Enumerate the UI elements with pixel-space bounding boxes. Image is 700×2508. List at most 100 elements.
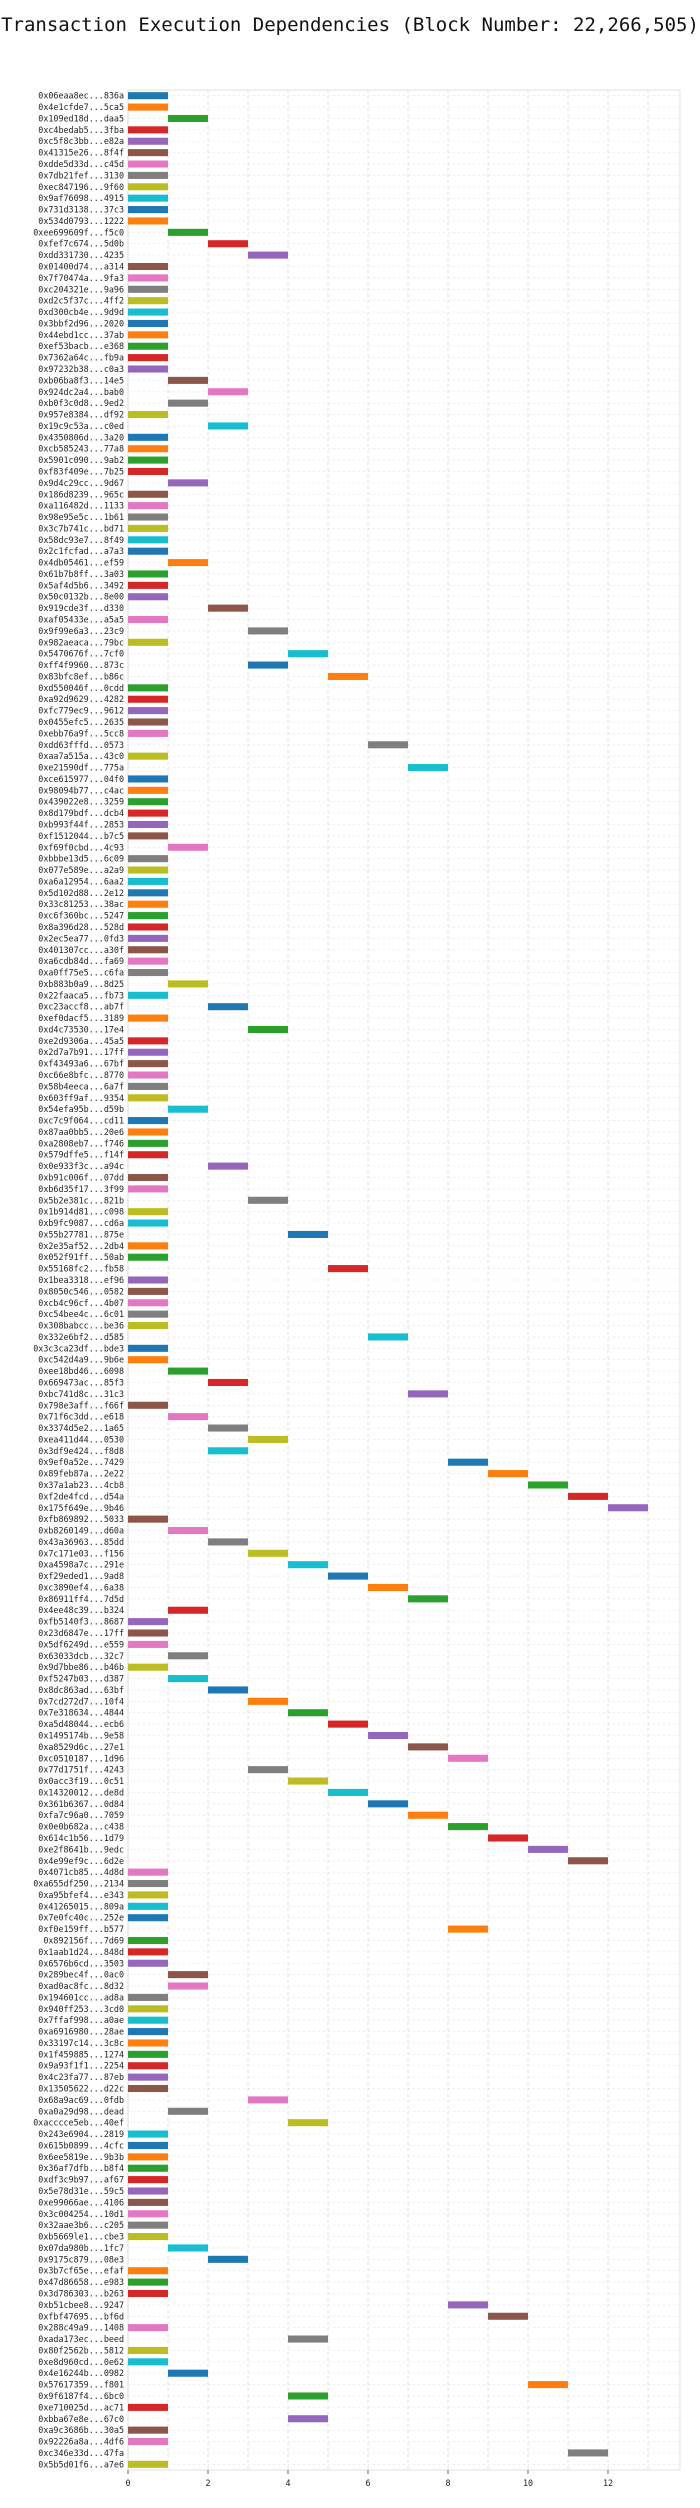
y-tick-label: 0x2ec5ea77...0fd3: [38, 933, 124, 943]
bar: [128, 217, 168, 225]
bar: [128, 160, 168, 168]
y-tick-label: 0x57617359...f801: [38, 2380, 124, 2390]
bar: [128, 1299, 168, 1307]
y-tick-label: 0x3bbf2d96...2020: [38, 318, 124, 328]
bar: [248, 1025, 288, 1034]
bar: [168, 1105, 208, 1113]
y-tick-label: 0xf29eded1...9ad8: [38, 1571, 124, 1581]
y-tick-label: 0x7e318634...4844: [38, 1708, 124, 1718]
y-tick-label: 0x614c1b56...1d79: [38, 1833, 124, 1843]
bar: [128, 1208, 168, 1216]
y-tick-label: 0x439022e8...3259: [38, 797, 124, 807]
y-tick-label: 0x4350806d...3a20: [38, 432, 124, 442]
bar: [488, 2312, 528, 2320]
y-tick-label: 0x0e933f3c...a94c: [38, 1161, 124, 1171]
y-tick-label: 0x7362a64c...fb9a: [38, 353, 124, 363]
bar: [368, 1731, 408, 1740]
bar: [128, 615, 168, 624]
y-tick-label: 0x3d786303...b263: [38, 2288, 124, 2298]
bar: [168, 1982, 208, 1990]
y-tick-label: 0x534d0793...1222: [38, 216, 124, 226]
x-tick-label: 12: [603, 2478, 613, 2488]
bar: [328, 1265, 368, 1273]
chart-title: Transaction Execution Dependencies (Bloc…: [1, 14, 699, 36]
y-tick-label: 0x68a9ac69...0fdb: [38, 2095, 124, 2105]
y-tick-label: 0x33197c14...3c8c: [38, 2038, 124, 2048]
bar: [128, 1618, 168, 1626]
bar: [328, 672, 368, 680]
bar: [248, 661, 288, 669]
bar: [128, 923, 168, 931]
y-tick-label: 0x97232b38...c0a3: [38, 364, 124, 374]
bar: [208, 1378, 248, 1387]
y-tick-label: 0x401307cc...a30f: [38, 945, 124, 955]
bar: [128, 2028, 168, 2036]
bar: [128, 433, 168, 441]
bar: [128, 2130, 168, 2138]
y-tick-label: 0x5470676f...7cf0: [38, 649, 124, 659]
y-tick-label: 0x87aa0bb5...20e6: [38, 1127, 124, 1137]
bar: [128, 1094, 168, 1102]
y-tick-label: 0x98e95e5c...1b61: [38, 512, 124, 522]
y-tick-label: 0xc54bee4c...6c01: [38, 1309, 124, 1319]
y-tick-label: 0x83bfc8ef...b86c: [38, 671, 124, 681]
bar: [128, 1060, 168, 1068]
y-tick-label: 0x07da980b...1fc7: [38, 2243, 124, 2253]
y-tick-label: 0xa6cdb84d...fa69: [38, 956, 124, 966]
y-tick-label: 0x1aab1d24...848d: [38, 1947, 124, 1957]
y-tick-label: 0x186d8239...965c: [38, 489, 124, 499]
bar: [328, 1572, 368, 1580]
bar: [128, 2073, 168, 2081]
bar: [128, 137, 168, 145]
bar: [208, 422, 248, 430]
y-tick-label: 0x052f91ff...50ab: [38, 1252, 124, 1262]
bar: [328, 1788, 368, 1796]
y-tick-label: 0xdd331730...4235: [38, 250, 124, 260]
bar: [208, 1538, 248, 1546]
y-tick-label: 0x3374d5e2...1a65: [38, 1423, 124, 1433]
y-tick-label: 0xbbbe13d5...6c09: [38, 854, 124, 864]
y-tick-label: 0xada173ec...beed: [38, 2334, 124, 2344]
bar: [528, 1845, 568, 1853]
y-tick-label: 0x957e8384...df92: [38, 410, 124, 420]
y-tick-label: 0x98094b77...c4ac: [38, 785, 124, 795]
bar: [328, 1720, 368, 1728]
y-tick-label: 0x80f2562b...5812: [38, 2345, 124, 2355]
x-tick-label: 4: [285, 2478, 290, 2488]
x-tick-label: 0: [125, 2478, 130, 2488]
bar: [128, 900, 168, 908]
bar: [408, 1743, 448, 1751]
y-tick-label: 0x9f6187f4...6bc0: [38, 2391, 124, 2401]
bar: [128, 1914, 168, 1922]
y-tick-label: 0xc6f360bc...5247: [38, 911, 124, 921]
y-tick-label: 0xad0ac8fc...8d32: [38, 1981, 124, 1991]
bar: [128, 1287, 168, 1295]
bar: [368, 741, 408, 749]
bar: [128, 1515, 168, 1523]
y-tick-label: 0xd300cb4e...9d9d: [38, 307, 124, 317]
bar: [128, 2438, 168, 2446]
bar: [168, 1971, 208, 1979]
y-tick-label: 0x77d1751f...4243: [38, 1765, 124, 1775]
y-tick-label: 0x9d4c29cc...9d67: [38, 478, 124, 488]
y-tick-label: 0xb6d35f17...3f99: [38, 1184, 124, 1194]
y-tick-label: 0x7f70474a...9fa3: [38, 273, 124, 283]
y-tick-label: 0x86911ff4...7d5d: [38, 1594, 124, 1604]
y-tick-label: 0x58b4eeca...6a7f: [38, 1081, 124, 1091]
y-tick-label: 0x4071cb85...4d8d: [38, 1867, 124, 1877]
bar: [128, 2062, 168, 2070]
bar: [128, 2050, 168, 2058]
y-tick-label: 0x924dc2a4...bab0: [38, 387, 124, 397]
bar: [168, 376, 208, 384]
y-tick-label: 0x8d179bdf...dcb4: [38, 808, 124, 818]
bar: [128, 2084, 168, 2093]
y-tick-label: 0xbc741d8c...31c3: [38, 1389, 124, 1399]
x-tick-label: 8: [445, 2478, 450, 2488]
y-tick-label: 0x41315e26...8f4f: [38, 148, 124, 158]
bar: [208, 240, 248, 248]
y-tick-label: 0xc5f8c3bb...e82a: [38, 136, 124, 146]
bar: [128, 2233, 168, 2241]
y-tick-label: 0x7db21fef...3130: [38, 170, 124, 180]
y-tick-label: 0xb993f44f...2853: [38, 819, 124, 829]
y-tick-label: 0xb0f3c0d8...9ed2: [38, 398, 124, 408]
